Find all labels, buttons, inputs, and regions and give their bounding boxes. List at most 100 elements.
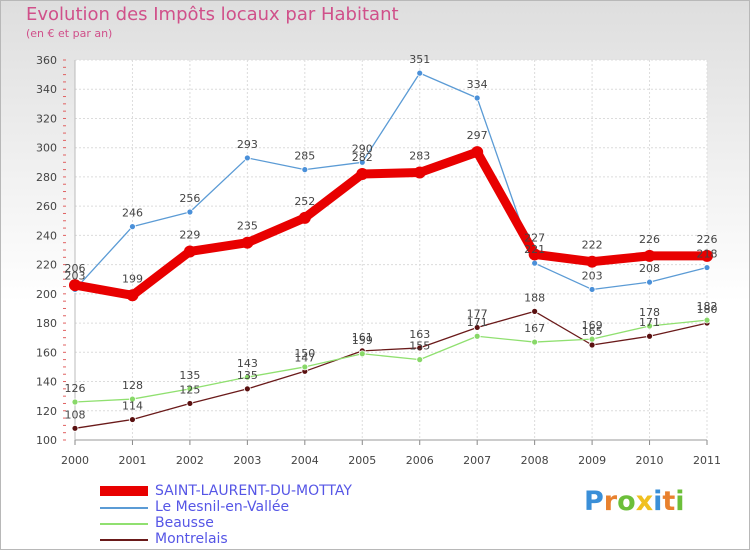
data-point [646, 278, 653, 286]
legend-label-saint-laurent: SAINT-LAURENT-DU-MOTTAY [155, 483, 352, 499]
y-tick-label: 260 [36, 200, 57, 213]
data-label: 252 [294, 195, 315, 208]
data-label: 285 [294, 150, 315, 163]
data-label: 246 [122, 207, 143, 220]
y-tick-label: 360 [36, 54, 57, 67]
legend-swatch-montrelais [100, 539, 148, 541]
y-tick-label: 140 [36, 376, 57, 389]
data-label: 182 [697, 300, 718, 313]
data-label: 293 [237, 138, 258, 151]
x-tick-label: 2009 [578, 454, 606, 467]
data-point [588, 335, 596, 343]
y-tick-label: 100 [36, 434, 57, 447]
data-point [356, 168, 369, 180]
data-point [243, 373, 251, 381]
y-tick-label: 180 [36, 317, 57, 330]
data-point [358, 350, 366, 358]
data-label: 165 [582, 325, 603, 338]
data-point [186, 385, 194, 393]
data-label: 114 [122, 400, 143, 413]
data-point [471, 146, 484, 159]
data-label: 199 [122, 272, 143, 285]
x-tick-label: 2004 [291, 454, 319, 467]
data-label: 208 [639, 262, 660, 275]
legend-swatch-beausse [100, 523, 148, 525]
legend-label-beausse: Beausse [155, 515, 214, 531]
chart-title: Evolution des Impôts locaux par Habitant [26, 4, 399, 25]
data-label: 206 [65, 262, 86, 275]
data-point [588, 286, 596, 293]
data-label: 218 [697, 248, 718, 261]
logo-letter: i [675, 486, 685, 517]
x-tick-label: 2002 [176, 454, 204, 467]
data-point [413, 166, 426, 179]
legend-label-le-mesnil: Le Mesnil-en-Vallée [155, 499, 290, 515]
data-label: 108 [65, 408, 86, 421]
proxiti-logo: Proxiti [584, 486, 685, 517]
data-point [473, 332, 481, 340]
logo-letter: i [653, 486, 663, 517]
data-label: 143 [237, 357, 258, 370]
data-label: 203 [65, 269, 86, 282]
series-line-1 [74, 72, 708, 291]
data-label: 177 [467, 307, 488, 320]
data-point [129, 416, 136, 423]
data-point [71, 398, 79, 406]
y-tick-label: 240 [36, 229, 57, 242]
data-label: 180 [697, 303, 718, 316]
data-point [528, 248, 541, 261]
y-tick-label: 280 [36, 171, 57, 184]
data-point [243, 385, 251, 393]
data-label: 159 [352, 334, 373, 347]
data-point [129, 395, 136, 403]
data-point [531, 307, 539, 315]
data-point [416, 344, 424, 352]
data-label: 351 [409, 53, 430, 66]
data-label: 256 [179, 192, 200, 205]
data-label: 167 [524, 322, 545, 335]
data-point [701, 249, 713, 262]
y-tick-label: 320 [36, 112, 57, 125]
data-point [126, 289, 139, 302]
data-point [301, 166, 309, 174]
logo-letter: r [603, 486, 618, 517]
logo-letter: x [635, 486, 654, 517]
legend-label-montrelais: Montrelais [155, 531, 228, 547]
data-label: 226 [697, 233, 718, 246]
data-label: 135 [237, 369, 258, 382]
data-point [646, 332, 653, 340]
y-tick-label: 120 [36, 405, 57, 418]
data-label: 135 [179, 369, 200, 382]
data-point [241, 236, 254, 249]
data-point [358, 158, 366, 166]
data-label: 161 [352, 331, 373, 344]
x-tick-label: 2008 [521, 454, 549, 467]
data-point [646, 322, 653, 330]
series-line-3 [74, 310, 708, 429]
x-tick-label: 2000 [61, 454, 89, 467]
data-point [586, 255, 599, 268]
x-tick-label: 2005 [348, 454, 376, 467]
y-tick-label: 220 [36, 259, 57, 272]
logo-letter: o [617, 486, 636, 517]
data-label: 171 [467, 316, 488, 329]
y-tick-label: 200 [36, 288, 57, 301]
data-label: 163 [409, 328, 430, 341]
x-tick-label: 2006 [406, 454, 434, 467]
data-point [186, 400, 194, 407]
data-point [531, 259, 539, 267]
legend-swatch-le-mesnil [100, 507, 148, 509]
data-label: 334 [467, 78, 488, 91]
logo-letter: t [662, 486, 676, 517]
legend-swatch-saint-laurent [100, 486, 148, 496]
data-label: 125 [179, 383, 200, 396]
data-point [531, 338, 539, 346]
x-tick-label: 2007 [463, 454, 491, 467]
data-label: 226 [639, 233, 660, 246]
data-label: 188 [524, 291, 545, 304]
data-label: 282 [352, 151, 373, 164]
data-point [643, 249, 656, 262]
data-point [301, 363, 309, 371]
data-point [473, 94, 481, 102]
data-point [71, 424, 79, 432]
